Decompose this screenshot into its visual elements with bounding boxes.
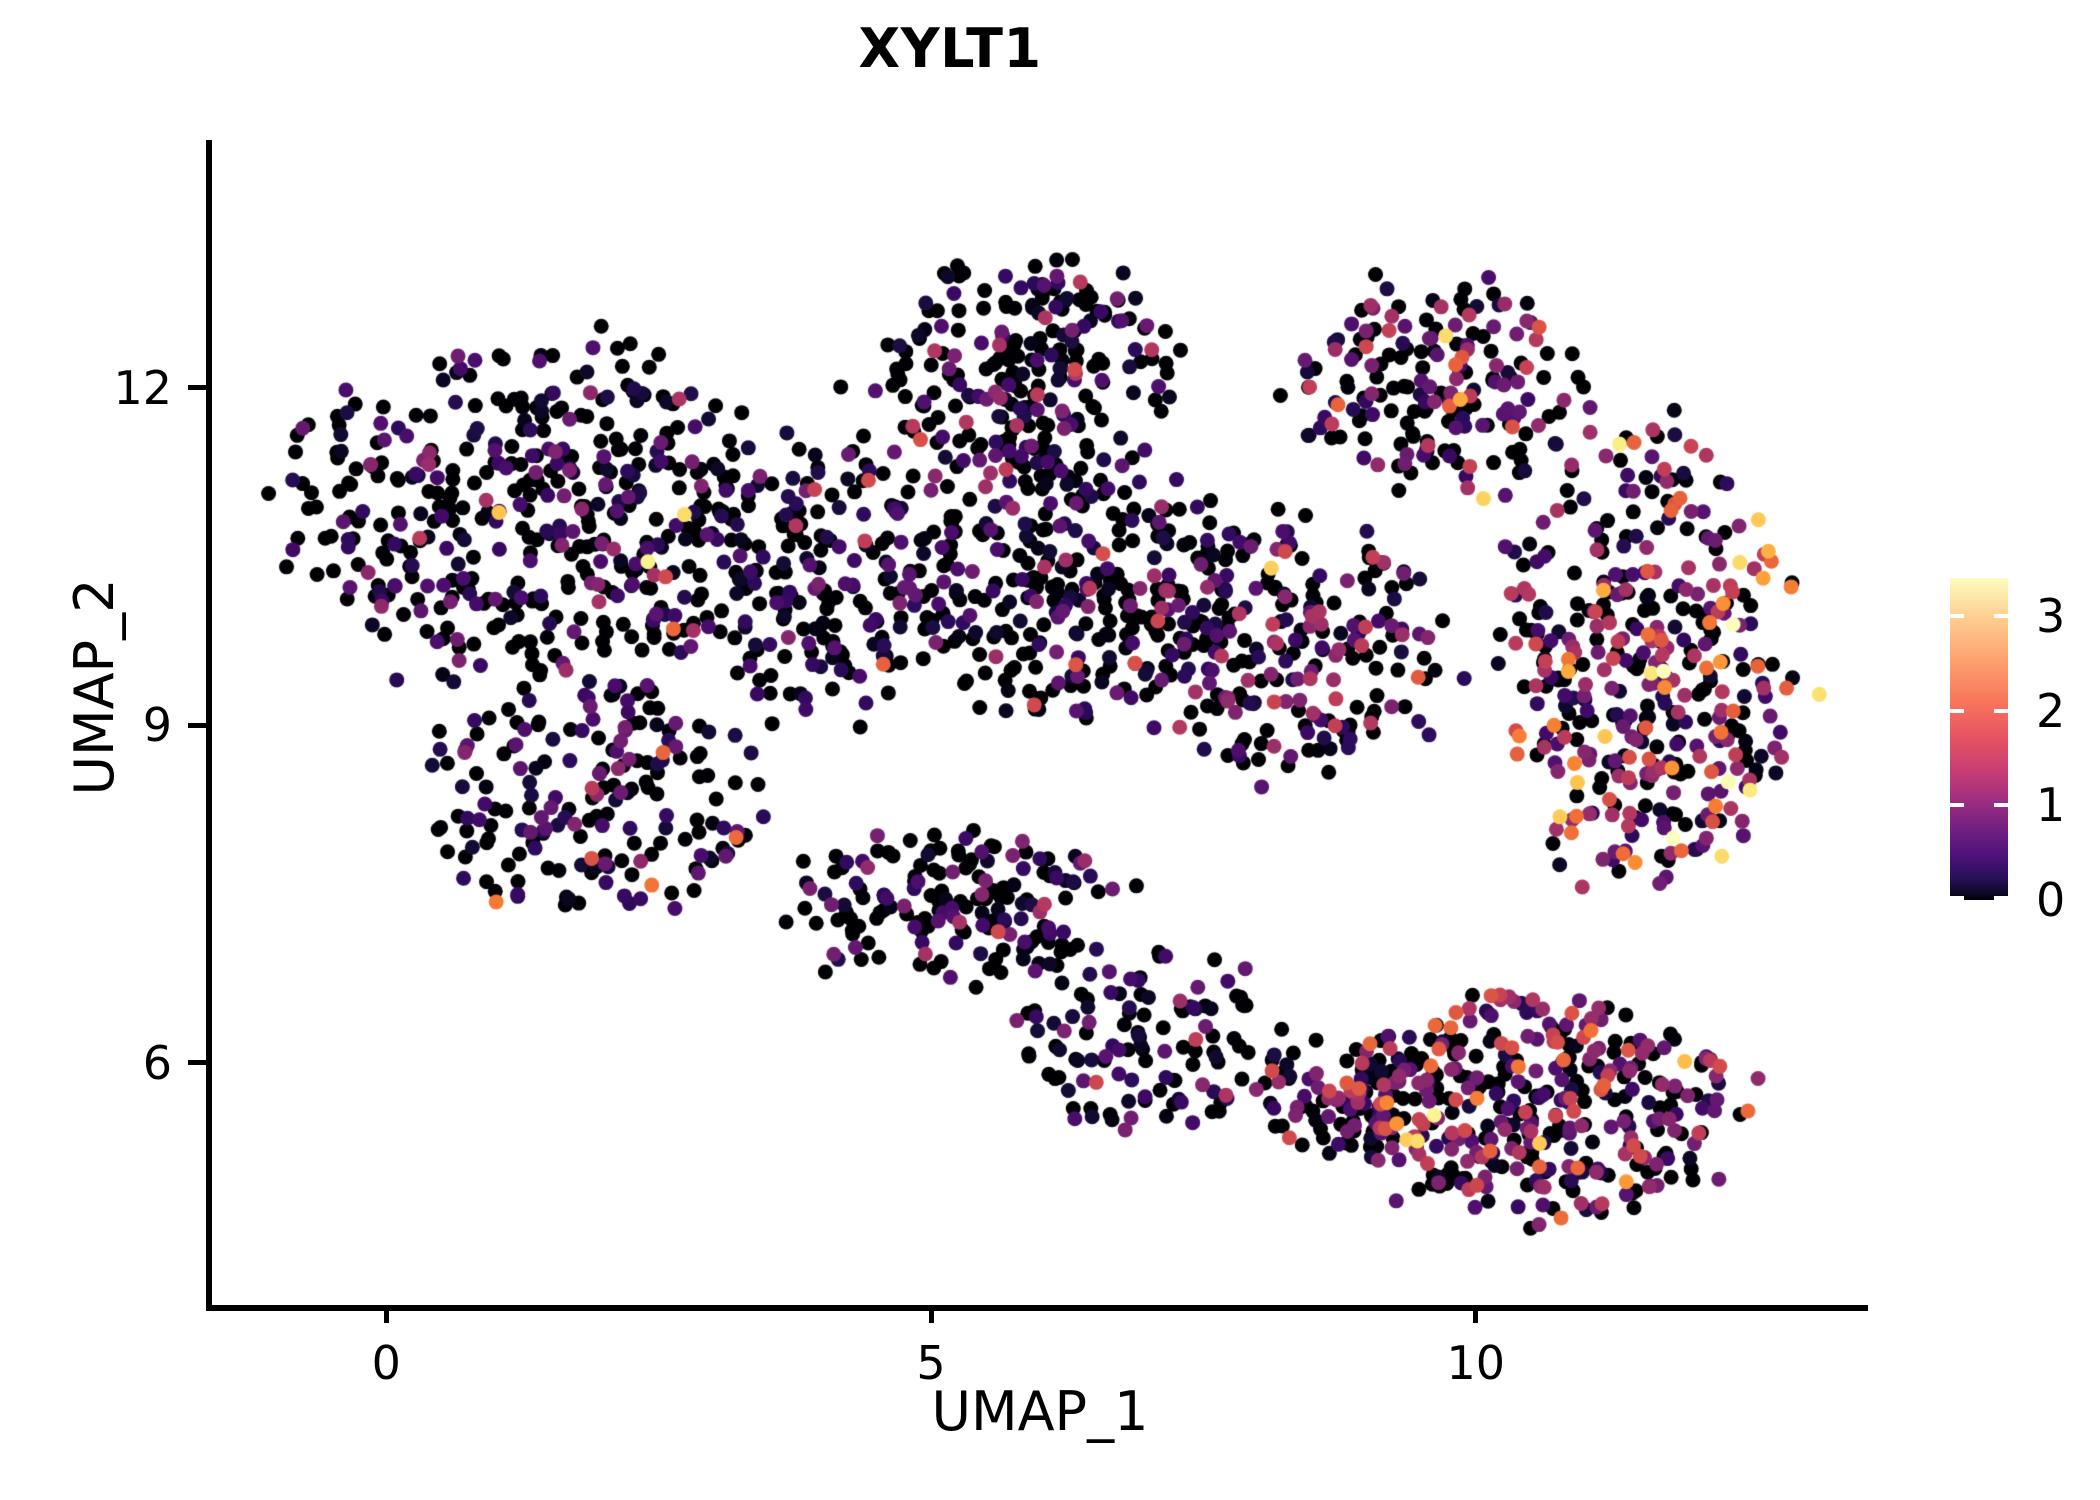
colorbar-tick-mark	[1950, 896, 1964, 900]
page-title: XYLT1	[858, 17, 1042, 80]
colorbar-tick-mark	[1994, 708, 2008, 713]
colorbar-tick-label: 0	[2036, 873, 2066, 927]
colorbar-tick-label: 1	[2036, 778, 2066, 833]
y-tick-label: 9	[142, 698, 172, 753]
colorbar-gradient	[1950, 578, 2008, 900]
y-axis-label: UMAP_2	[63, 578, 126, 796]
colorbar-tick-mark	[1950, 613, 1964, 618]
y-axis-spine	[206, 140, 212, 1305]
x-axis-spine	[206, 1305, 1868, 1311]
colorbar: 3 2 1 0	[1950, 578, 2100, 923]
colorbar-tick-mark	[1950, 803, 1964, 808]
x-tick-mark	[1473, 1305, 1479, 1323]
y-tick-label: 6	[142, 1035, 172, 1090]
colorbar-tick-label: 2	[2036, 683, 2066, 738]
scatter-plot-canvas	[212, 140, 1868, 1305]
colorbar-tick-mark	[1950, 708, 1964, 713]
colorbar-tick-mark	[1994, 803, 2008, 808]
x-tick-mark	[383, 1305, 389, 1323]
y-tick-mark	[188, 385, 206, 391]
colorbar-tick-mark	[1994, 613, 2008, 618]
x-tick-label: 10	[1446, 1336, 1506, 1390]
y-tick-mark	[188, 722, 206, 728]
x-tick-label: 0	[371, 1336, 401, 1390]
y-tick-mark	[188, 1060, 206, 1066]
x-tick-mark	[928, 1305, 934, 1323]
plot-axes: 12 9 6 0 5 10	[113, 140, 1868, 1386]
colorbar-tick-mark	[1994, 896, 2008, 900]
y-tick-label: 12	[113, 360, 172, 415]
colorbar-tick-label: 3	[2036, 588, 2066, 643]
x-axis-label: UMAP_1	[931, 1380, 1149, 1443]
x-tick-label: 5	[916, 1336, 946, 1390]
